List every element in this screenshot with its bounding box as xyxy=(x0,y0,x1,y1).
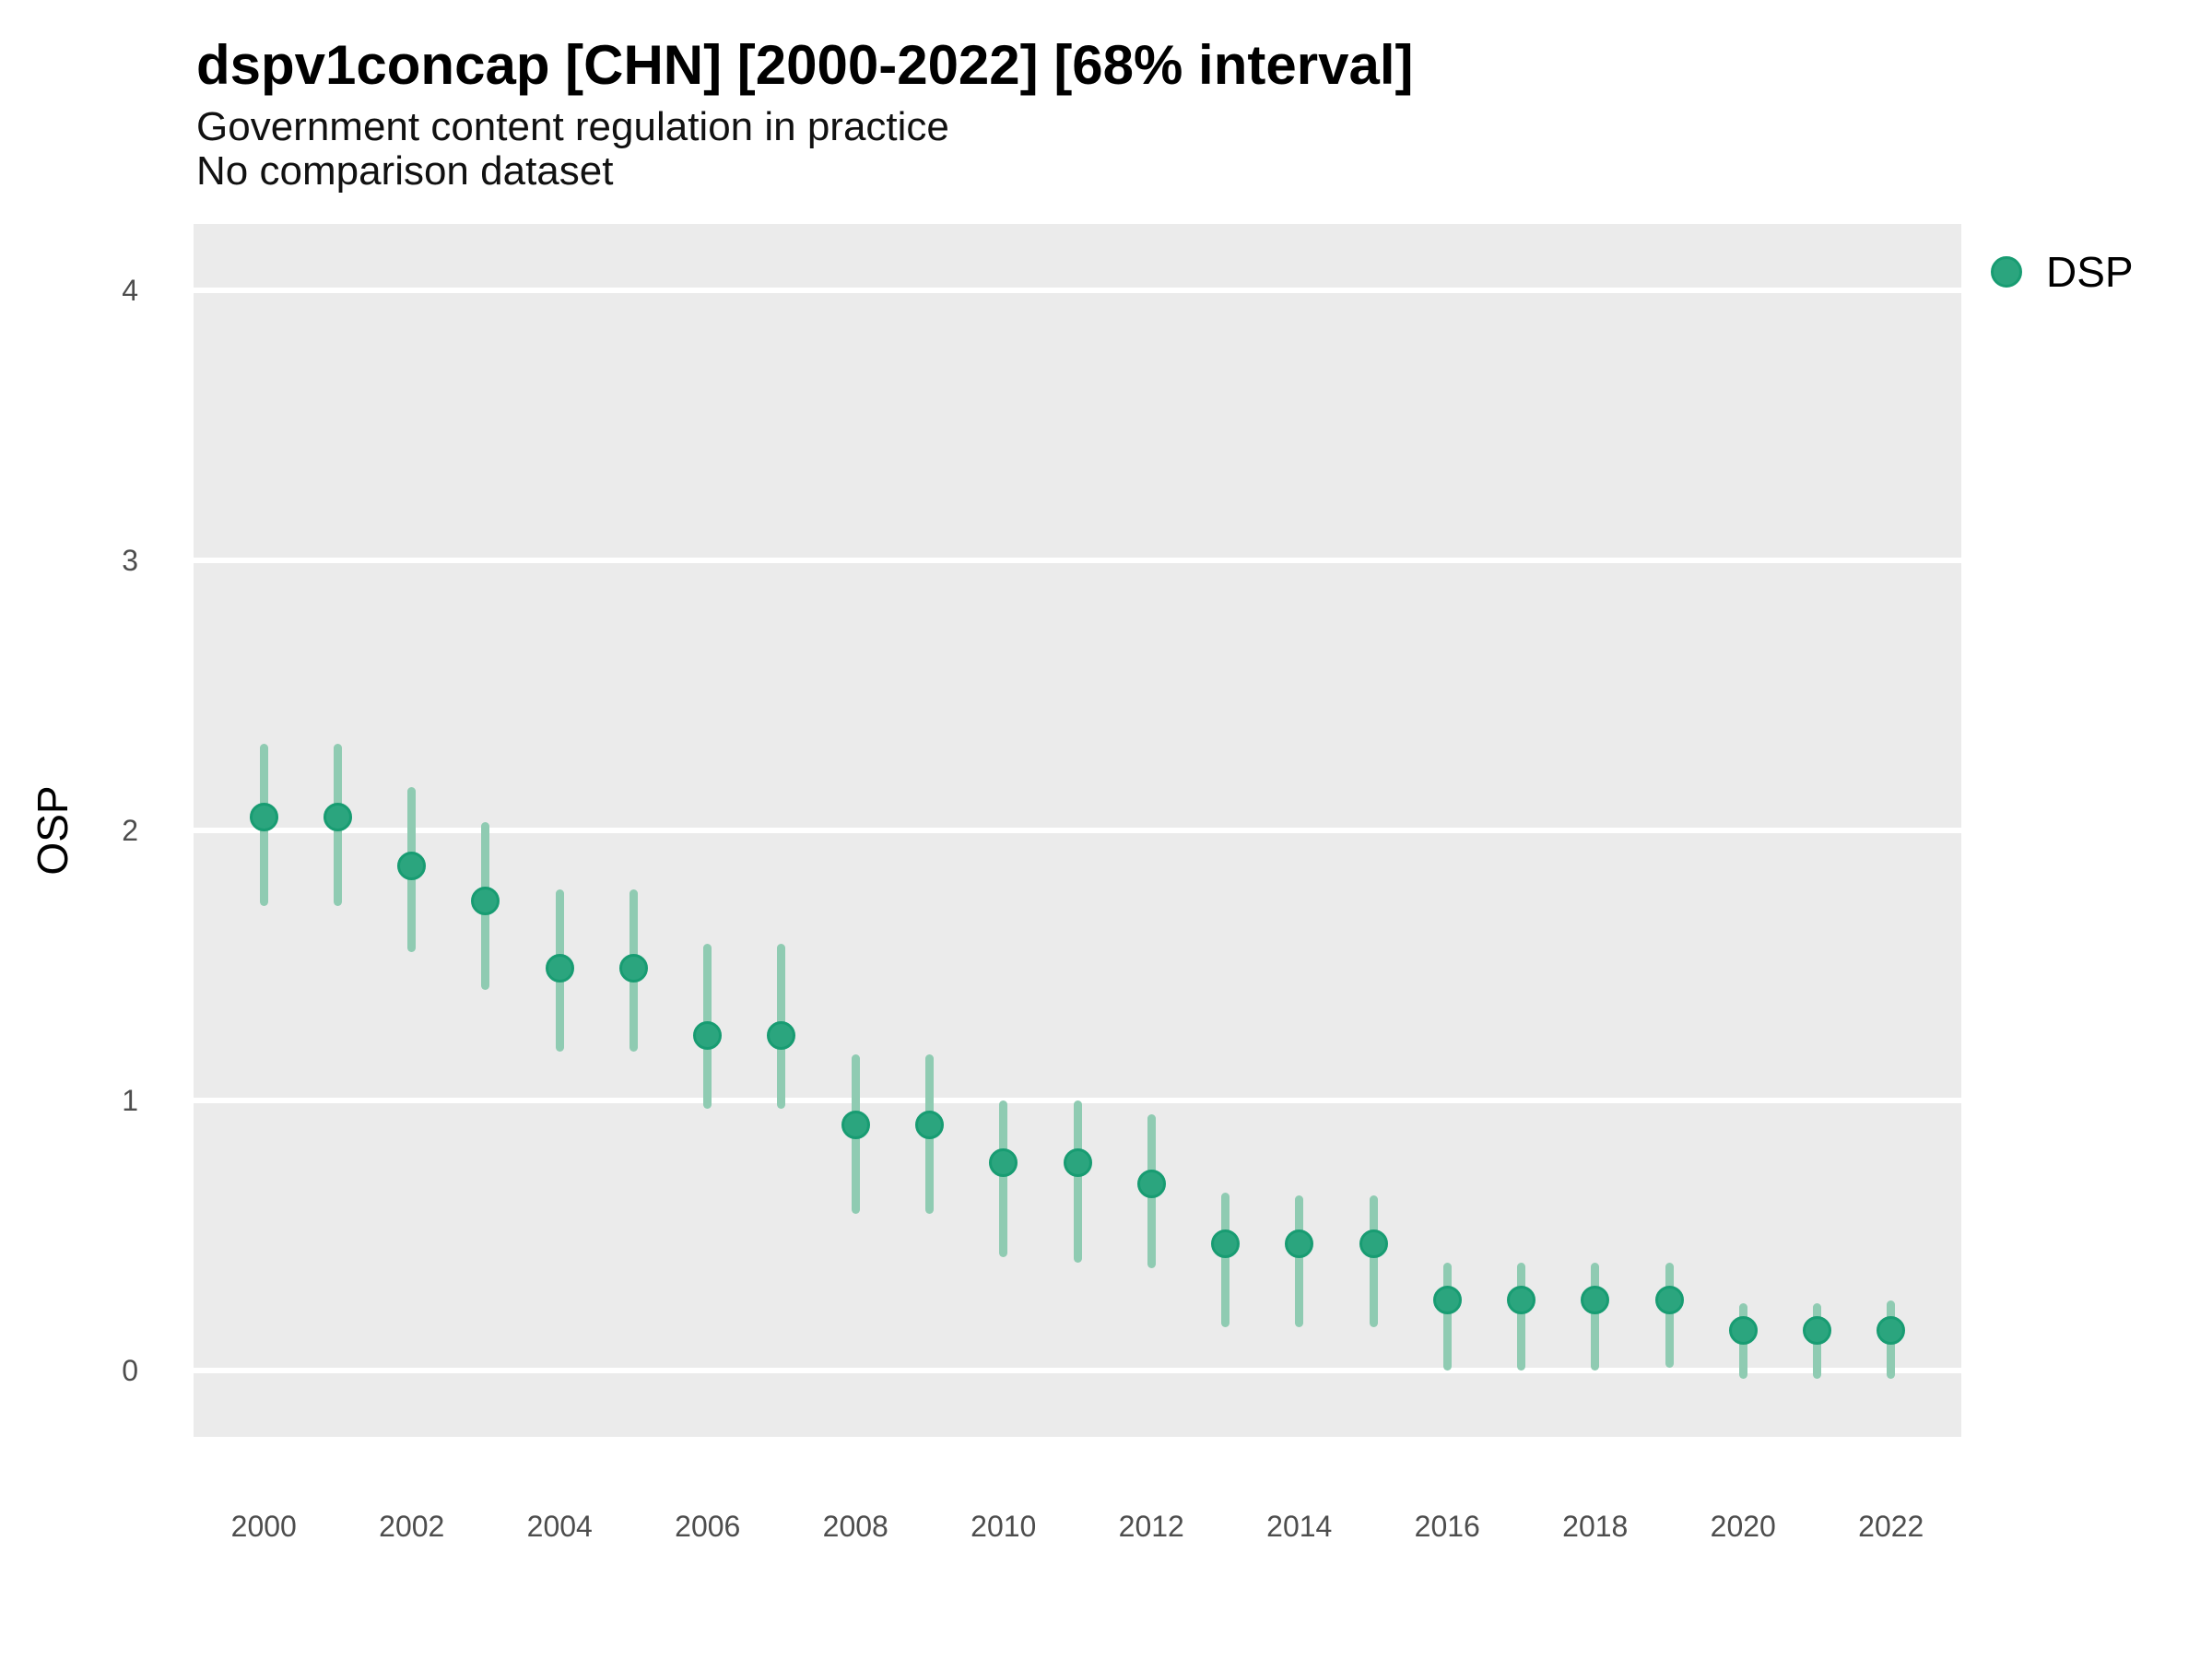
point-2016 xyxy=(1432,1286,1462,1315)
x-tick-label-2018: 2018 xyxy=(1562,1510,1629,1543)
errorbar-2014 xyxy=(1295,1194,1304,1328)
errorbar-2011 xyxy=(1073,1100,1082,1263)
y-tick-label-3: 3 xyxy=(122,543,138,577)
point-2001 xyxy=(323,802,352,831)
x-tick-label-2022: 2022 xyxy=(1858,1510,1924,1543)
errorbar-2015 xyxy=(1369,1194,1378,1328)
x-tick-label-2020: 2020 xyxy=(1710,1510,1776,1543)
errorbar-2018 xyxy=(1591,1262,1600,1371)
point-2009 xyxy=(914,1110,944,1139)
x-tick-label-2010: 2010 xyxy=(971,1510,1037,1543)
point-2019 xyxy=(1654,1286,1684,1315)
y-tick-label-2: 2 xyxy=(122,814,138,847)
y-tick-label-1: 1 xyxy=(122,1084,138,1118)
point-2004 xyxy=(545,953,574,982)
legend-point-icon xyxy=(1991,256,2022,288)
point-2008 xyxy=(841,1110,870,1139)
point-2013 xyxy=(1211,1229,1240,1258)
point-2000 xyxy=(249,802,278,831)
point-2015 xyxy=(1359,1229,1388,1258)
errorbar-2019 xyxy=(1665,1262,1674,1369)
x-tick-label-2012: 2012 xyxy=(1118,1510,1184,1543)
point-2012 xyxy=(1136,1170,1166,1199)
errorbar-2013 xyxy=(1221,1192,1230,1328)
x-tick-label-2000: 2000 xyxy=(230,1510,297,1543)
point-2003 xyxy=(471,886,500,915)
errorbar-2010 xyxy=(999,1100,1008,1258)
legend: DSP xyxy=(1991,251,2134,293)
point-2020 xyxy=(1728,1315,1758,1345)
point-2005 xyxy=(618,953,648,982)
point-2006 xyxy=(693,1021,723,1051)
x-tick-label-2014: 2014 xyxy=(1266,1510,1333,1543)
point-2011 xyxy=(1063,1148,1092,1177)
errorbar-2017 xyxy=(1517,1262,1525,1371)
point-2010 xyxy=(989,1148,1018,1177)
chart-title: dspv1concap [CHN] [2000-2022] [68% inter… xyxy=(196,34,1414,96)
chart-note: No comparison dataset xyxy=(196,148,614,194)
legend-label: DSP xyxy=(2046,248,2134,296)
point-2007 xyxy=(767,1021,796,1051)
gridline-y-4 xyxy=(194,287,1961,293)
point-2002 xyxy=(397,851,427,880)
point-2022 xyxy=(1877,1315,1906,1345)
x-tick-label-2016: 2016 xyxy=(1414,1510,1480,1543)
point-2021 xyxy=(1803,1315,1831,1345)
point-2017 xyxy=(1507,1286,1535,1315)
x-tick-label-2002: 2002 xyxy=(379,1510,445,1543)
gridline-y-0 xyxy=(194,1368,1961,1374)
errorbar-2016 xyxy=(1442,1262,1452,1371)
x-tick-label-2006: 2006 xyxy=(675,1510,741,1543)
plot-panel xyxy=(194,224,1961,1437)
gridline-y-3 xyxy=(194,557,1961,563)
chart-subtitle: Government content regulation in practic… xyxy=(196,104,949,149)
x-tick-label-2004: 2004 xyxy=(526,1510,593,1543)
y-tick-label-0: 0 xyxy=(122,1354,138,1388)
y-tick-label-4: 4 xyxy=(122,273,138,307)
x-tick-label-2008: 2008 xyxy=(822,1510,888,1543)
point-2018 xyxy=(1581,1286,1610,1315)
gridline-y-2 xyxy=(194,828,1961,833)
point-2014 xyxy=(1285,1229,1314,1258)
